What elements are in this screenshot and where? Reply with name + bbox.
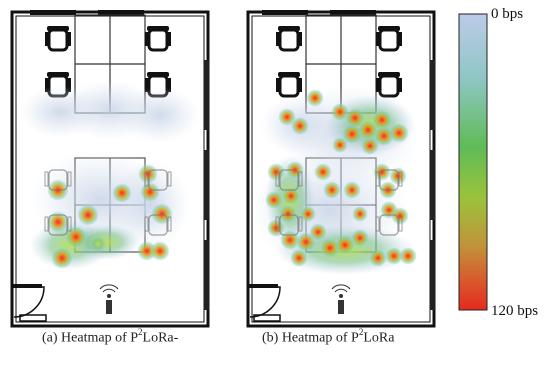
colorbar [458, 13, 488, 311]
panel-a-floorplan [10, 10, 210, 328]
radio-antenna-icon [99, 284, 119, 314]
caption-b-sup: 2 [358, 327, 364, 337]
caption-a-prefix: (a) Heatmap of P [42, 330, 139, 346]
caption-panel-b: (b) Heatmap of P2LoRa [262, 327, 395, 347]
caption-panel-a: (a) Heatmap of P2LoRa- [42, 327, 179, 347]
caption-b-suffix: LoRa [363, 330, 395, 346]
panel-b-heatmap [250, 85, 420, 275]
colorbar-top-label: 0 bps [491, 6, 524, 22]
colorbar-bottom-label: 120 bps [491, 303, 539, 319]
panel-a-heatmap [20, 80, 200, 270]
caption-a-suffix: LoRa- [142, 330, 179, 346]
caption-b-prefix: (b) Heatmap of P [262, 330, 359, 346]
caption-a-sup: 2 [138, 327, 143, 337]
radio-antenna-icon [331, 284, 351, 314]
